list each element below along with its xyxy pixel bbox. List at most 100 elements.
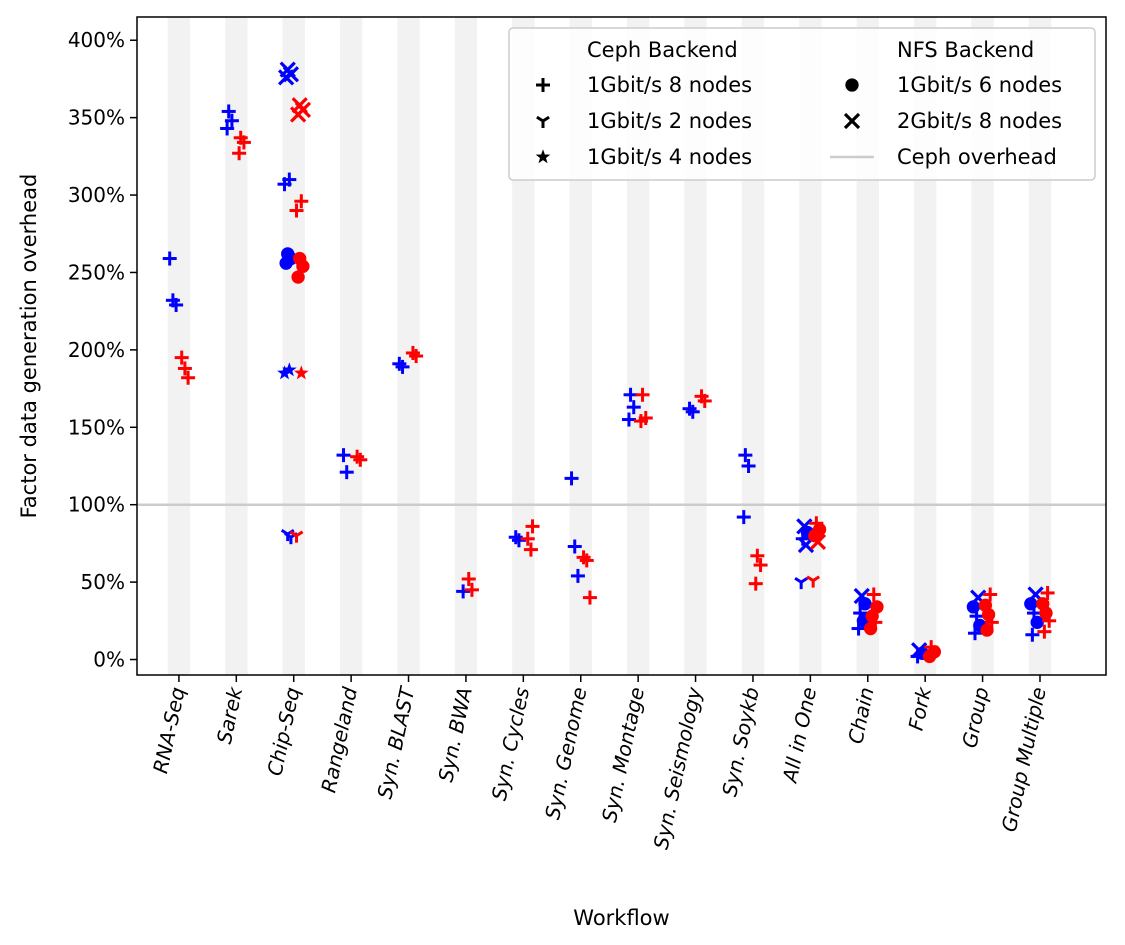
nfs-point-plus	[738, 448, 753, 463]
ceph-point-plus	[635, 387, 650, 402]
ceph-point-plus	[236, 135, 251, 150]
ceph-point-plus	[464, 582, 479, 597]
nfs-point-plus	[567, 539, 582, 554]
nfs-point-plus	[169, 297, 184, 312]
nfs-point-plus	[626, 400, 641, 415]
y-tick-label: 300%	[68, 183, 125, 207]
nfs-point-plus	[224, 113, 239, 128]
nfs-point-plus	[910, 649, 925, 664]
y-tick-label: 50%	[81, 570, 125, 594]
nfs-point-plus	[685, 404, 700, 419]
ceph-point-plus	[633, 414, 648, 429]
legend-label-1gbit-8-nodes: 1Gbit/s 8 nodes	[587, 73, 752, 97]
category-band	[971, 17, 994, 675]
nfs-point-plus	[741, 458, 756, 473]
nfs-point-plus	[851, 621, 866, 636]
legend-nfs-header: NFS Backend	[897, 38, 1034, 62]
legend-tri-marker	[536, 115, 550, 128]
ceph-point-plus	[582, 590, 597, 605]
legend-star-marker	[535, 149, 551, 164]
ceph-point-circle	[863, 621, 878, 636]
ceph-point-plus	[174, 350, 189, 365]
y-tick-label: 0%	[93, 648, 125, 672]
x-tick-label: Group	[957, 685, 993, 750]
ceph-point-plus	[579, 553, 594, 568]
x-tick-label: Chain	[843, 685, 878, 746]
nfs-point-star	[281, 362, 297, 377]
x-tick-label: All in One	[777, 685, 821, 786]
category-band	[684, 17, 707, 675]
nfs-point-plus	[221, 104, 236, 119]
ceph-point-circle	[808, 529, 822, 543]
ceph-point-plus	[697, 393, 712, 408]
ceph-point-plus	[177, 361, 192, 376]
nfs-point-plus	[623, 387, 638, 402]
category-band	[856, 17, 879, 675]
x-tick-label: Sarek	[212, 684, 248, 746]
ceph-point-plus	[753, 558, 768, 573]
legend: Ceph Backend NFS Backend 1Gbit/s 8 nodes…	[508, 27, 1096, 181]
category-band	[167, 17, 191, 675]
nfs-point-plus	[339, 465, 354, 480]
ceph-point-plus	[353, 452, 368, 467]
nfs-point-star	[277, 365, 292, 380]
y-tick-label: 200%	[68, 338, 125, 362]
nfs-point-plus	[564, 471, 579, 486]
nfs-point-plus	[220, 121, 235, 136]
category-band	[741, 17, 765, 675]
legend-box	[508, 27, 1096, 181]
data-points	[162, 61, 1057, 664]
nfs-point-plus	[456, 584, 471, 599]
nfs-point-plus	[162, 251, 177, 266]
category-band	[913, 17, 937, 675]
nfs-point-plus	[621, 412, 636, 427]
legend-plus-marker	[536, 78, 550, 92]
x-tick-label: Chip-Seq	[262, 685, 304, 778]
category-band	[512, 17, 535, 675]
y-axis-ticks: 0% 50% 100% 150% 200% 250% 300% 350% 400%	[68, 28, 137, 672]
y-tick-label: 400%	[68, 28, 125, 52]
legend-label-1gbit-2-nodes: 1Gbit/s 2 nodes	[587, 109, 752, 133]
plot-frame	[136, 16, 1107, 676]
ceph-point-plus	[1042, 613, 1057, 628]
legend-label-2gbit-8-nodes: 2Gbit/s 8 nodes	[897, 109, 1062, 133]
ceph-point-tri	[806, 575, 821, 588]
nfs-point-plus	[736, 510, 751, 525]
nfs-point-plus	[967, 626, 982, 641]
x-tick-label: RNA-Seq	[148, 685, 190, 776]
x-tick-label: Syn. Seismology	[649, 684, 707, 851]
x-tick-label: Fork	[904, 684, 937, 733]
category-band	[1028, 17, 1052, 675]
ceph-point-circle	[291, 270, 305, 284]
ceph-point-plus	[983, 587, 998, 602]
y-tick-label: 350%	[68, 106, 125, 130]
nfs-point-circle	[279, 256, 293, 270]
ceph-point-plus	[409, 349, 424, 364]
category-band	[799, 17, 822, 675]
ceph-point-plus	[461, 572, 476, 587]
ceph-point-circle	[922, 649, 937, 664]
x-tick-label: Syn. Genome	[540, 685, 591, 821]
x-tick-label: Syn. Soykb	[717, 685, 764, 799]
category-band	[339, 17, 363, 675]
category-band	[626, 17, 650, 675]
ceph-point-plus	[748, 576, 763, 591]
x-axis-title: Workflow	[573, 906, 669, 930]
ceph-point-plus	[525, 519, 540, 534]
category-bands	[167, 17, 1052, 675]
category-band	[225, 17, 248, 675]
ceph-point-x	[289, 106, 307, 123]
x-tick-label: Syn. BWA	[433, 685, 476, 784]
y-tick-label: 100%	[68, 493, 125, 517]
ceph-point-plus	[520, 531, 535, 546]
nfs-point-plus	[395, 359, 410, 374]
ceph-point-plus	[1040, 585, 1055, 600]
category-band	[397, 17, 420, 675]
x-tick-label: Rangeland	[316, 685, 362, 795]
legend-label-1gbit-4-nodes: 1Gbit/s 4 nodes	[587, 145, 752, 169]
y-axis-title: Factor data generation overhead	[17, 174, 41, 519]
ceph-point-plus	[866, 587, 881, 602]
ceph-point-star	[293, 365, 309, 380]
nfs-point-plus	[1025, 627, 1040, 642]
nfs-point-tri	[794, 576, 809, 590]
